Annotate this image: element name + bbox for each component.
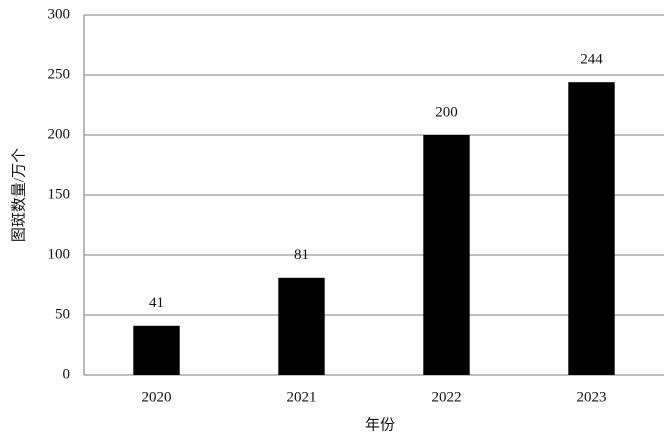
data-label: 200 xyxy=(435,104,458,120)
y-tick-label: 150 xyxy=(48,186,71,202)
data-label: 41 xyxy=(149,295,164,311)
y-tick-label: 100 xyxy=(48,246,71,262)
data-label: 244 xyxy=(580,52,603,68)
y-tick-label: 300 xyxy=(48,6,71,22)
x-axis-label: 年份 xyxy=(365,416,395,433)
bar xyxy=(568,82,615,375)
bar xyxy=(278,277,325,375)
data-label: 81 xyxy=(294,247,309,263)
y-tick-label: 200 xyxy=(48,126,71,142)
bar xyxy=(133,325,180,375)
x-tick-label: 2021 xyxy=(287,389,317,405)
x-tick-label: 2023 xyxy=(577,389,607,405)
bar xyxy=(423,135,470,375)
x-tick-label: 2020 xyxy=(142,389,172,405)
y-axis-label: 图斑数量/万个 xyxy=(10,148,27,242)
y-tick-label: 50 xyxy=(55,306,70,322)
y-tick-label: 0 xyxy=(63,366,71,382)
x-tick-label: 2022 xyxy=(432,389,462,405)
y-tick-label: 250 xyxy=(48,66,71,82)
